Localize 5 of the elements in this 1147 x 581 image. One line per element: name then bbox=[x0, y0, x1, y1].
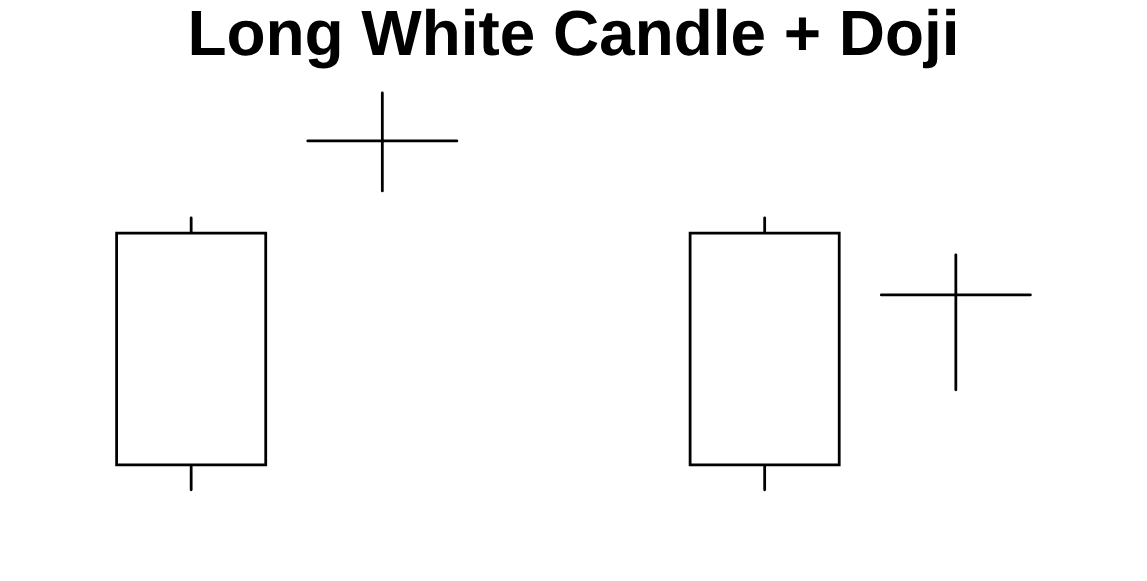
chart-title: Long White Candle + Doji bbox=[191, 8, 955, 69]
candlestick bbox=[115, 216, 268, 492]
candlestick bbox=[306, 91, 459, 193]
candlestick bbox=[688, 216, 841, 492]
candlestick bbox=[879, 253, 1032, 392]
